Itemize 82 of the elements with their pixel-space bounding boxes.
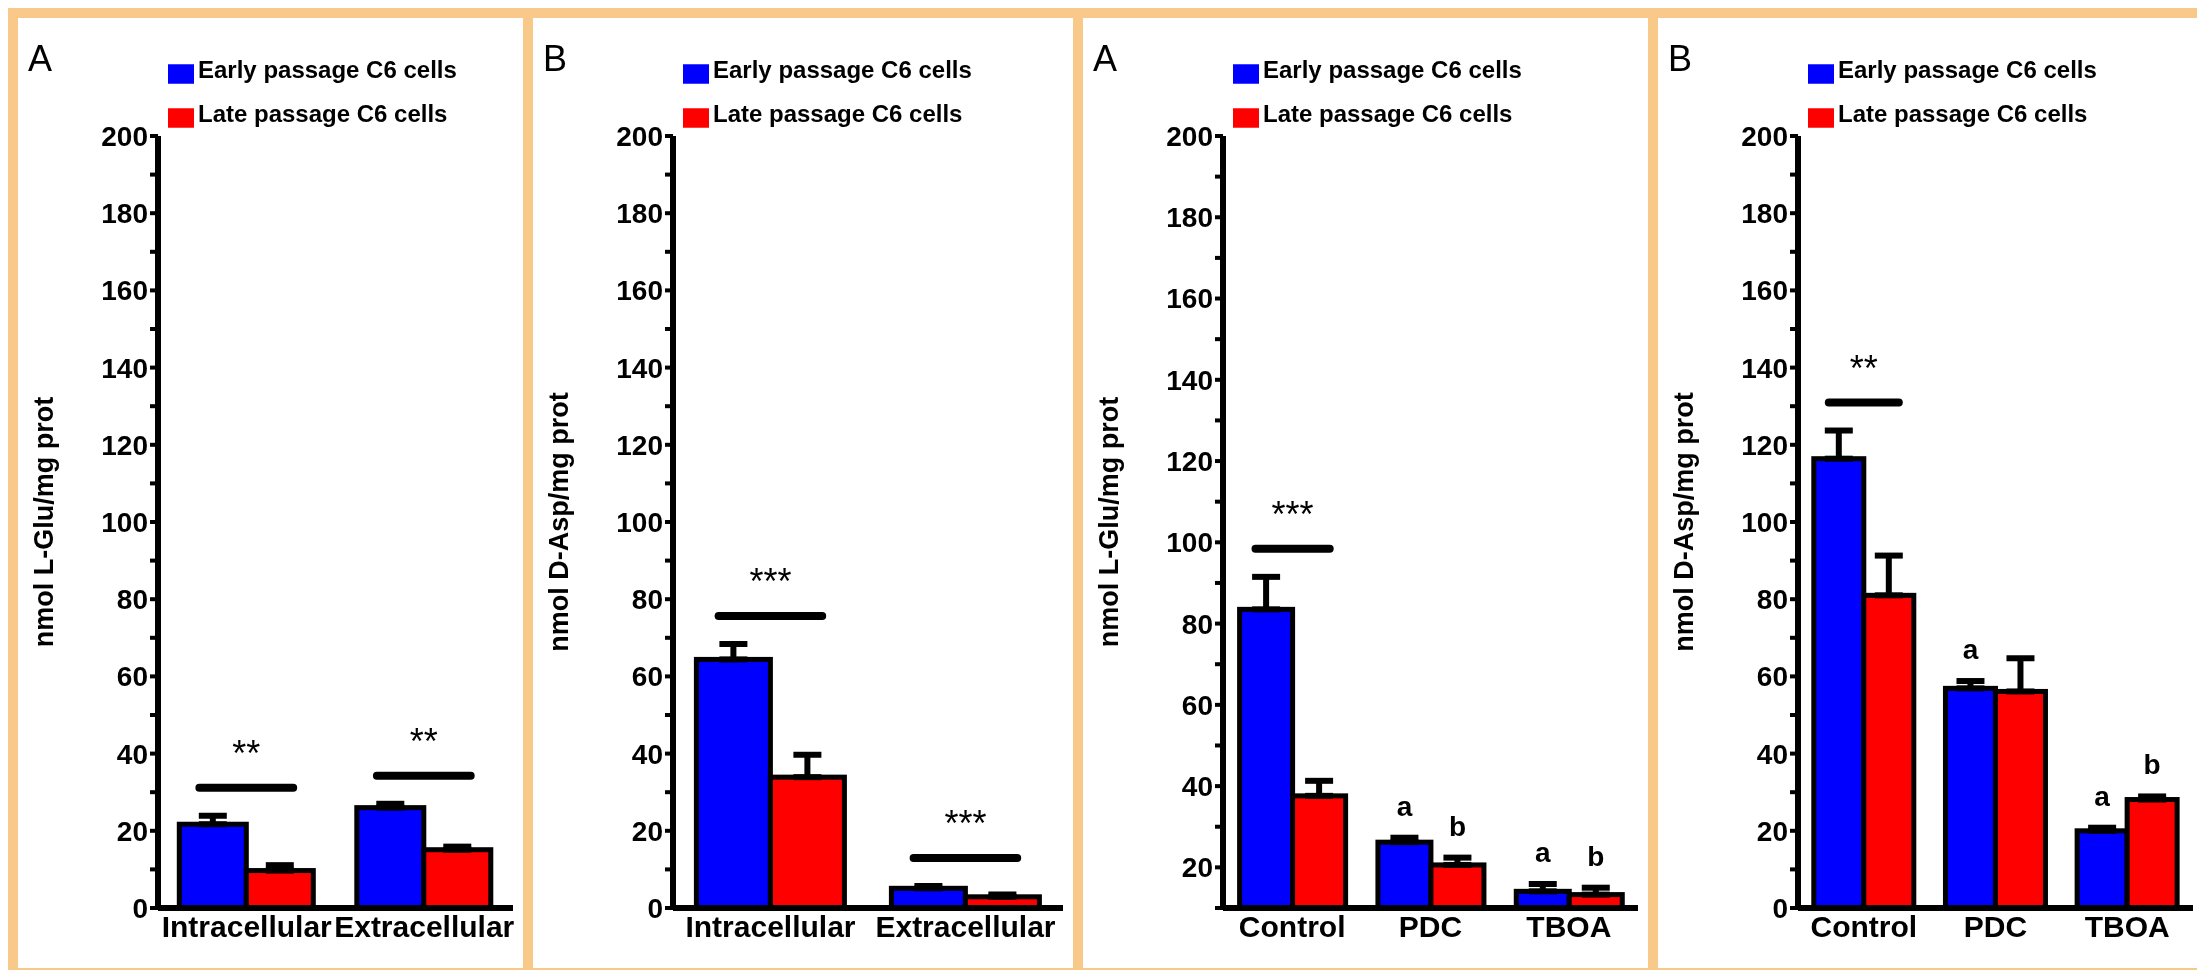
y-tick-label: 20 [116, 815, 148, 847]
y-tick-label: 120 [101, 429, 148, 461]
y-tick-label: 0 [647, 892, 663, 924]
x-tick-label: PDC [1963, 910, 2028, 944]
annotation: b [1587, 840, 1605, 872]
legend-label: Early passage C6 cells [198, 56, 457, 83]
x-tick-label: PDC [1398, 910, 1463, 944]
y-tick-label: 180 [1741, 198, 1788, 230]
y-axis-title: nmol L-Glu/mg prot [1093, 396, 1124, 648]
y-tick-label: 140 [1741, 352, 1788, 384]
y-tick-label: 200 [1166, 120, 1213, 152]
legend-label: Late passage C6 cells [198, 100, 448, 127]
x-tick-label: Intracellular [161, 910, 333, 944]
y-tick-label: 60 [1181, 689, 1213, 721]
y-tick-label: 100 [1166, 527, 1213, 559]
x-tick-label: Intracellular [685, 910, 856, 944]
legend-label: Early passage C6 cells [1838, 56, 2097, 83]
y-tick-label: 200 [1741, 120, 1788, 152]
y-tick-label: 120 [1741, 429, 1788, 461]
legend-label: Late passage C6 cells [713, 100, 963, 127]
y-tick-label: 60 [1756, 661, 1788, 693]
y-tick-label: 80 [1756, 584, 1788, 616]
chart-title: A [1093, 38, 1118, 80]
y-tick-label: 20 [1181, 852, 1213, 884]
x-tick-label: Extracellular [875, 910, 1056, 944]
legend-label: Late passage C6 cells [1263, 100, 1513, 127]
y-tick-label: 40 [116, 738, 148, 770]
legend-label: Early passage C6 cells [1263, 56, 1522, 83]
annotation: ** [409, 720, 438, 762]
y-tick-label: 120 [616, 429, 663, 461]
annotation: b [1448, 810, 1466, 842]
chart-title: B [543, 38, 568, 80]
y-tick-label: 160 [101, 275, 148, 307]
y-tick-label: 20 [631, 815, 663, 847]
y-tick-label: 160 [1741, 275, 1788, 307]
y-tick-label: 100 [101, 506, 148, 538]
annotation: b [2143, 749, 2161, 781]
y-tick-label: 120 [1166, 445, 1213, 477]
y-tick-label: 60 [116, 661, 148, 693]
y-tick-label: 100 [616, 506, 663, 538]
y-axis-title: nmol D-Asp/mg prot [1668, 392, 1699, 652]
y-tick-label: 40 [1181, 771, 1213, 803]
y-tick-label: 160 [1166, 283, 1213, 315]
y-tick-label: 80 [1181, 608, 1213, 640]
annotation: a [1396, 790, 1413, 822]
y-axis-title: nmol D-Asp/mg prot [543, 392, 574, 652]
x-tick-label: Control [1238, 910, 1346, 944]
y-tick-label: 160 [616, 275, 663, 307]
annotation: a [1962, 634, 1979, 666]
y-tick-label: 100 [1741, 506, 1788, 538]
y-tick-label: 140 [101, 352, 148, 384]
y-tick-label: 180 [1166, 202, 1213, 234]
y-axis-title: nmol L-Glu/mg prot [28, 396, 59, 648]
chart-title: A [28, 38, 53, 80]
y-tick-label: 60 [631, 661, 663, 693]
y-tick-label: 0 [1772, 892, 1788, 924]
x-tick-label: TBOA [2084, 910, 2170, 944]
y-tick-label: 40 [1756, 738, 1788, 770]
x-tick-label: TBOA [1526, 910, 1612, 944]
annotation: a [2094, 780, 2111, 812]
x-tick-label: Extracellular [334, 910, 515, 944]
y-tick-label: 80 [116, 584, 148, 616]
chart-title: B [1668, 38, 1693, 80]
legend-label: Late passage C6 cells [1838, 100, 2088, 127]
annotation: ** [1849, 347, 1878, 389]
legend-label: Early passage C6 cells [713, 56, 972, 83]
y-tick-label: 80 [631, 584, 663, 616]
y-tick-label: 40 [631, 738, 663, 770]
x-tick-label: Control [1810, 910, 1918, 944]
annotation: *** [944, 803, 987, 844]
y-tick-label: 200 [616, 120, 663, 152]
y-tick-label: 140 [616, 352, 663, 384]
y-tick-label: 200 [101, 120, 148, 152]
annotation: *** [749, 560, 792, 602]
y-tick-label: 180 [101, 198, 148, 230]
y-tick-label: 180 [616, 198, 663, 230]
annotation: *** [1271, 493, 1314, 535]
y-tick-label: 20 [1756, 815, 1788, 847]
annotation: ** [232, 732, 261, 774]
y-tick-label: 140 [1166, 364, 1213, 396]
y-tick-label: 0 [132, 892, 148, 924]
annotation: a [1534, 837, 1551, 869]
